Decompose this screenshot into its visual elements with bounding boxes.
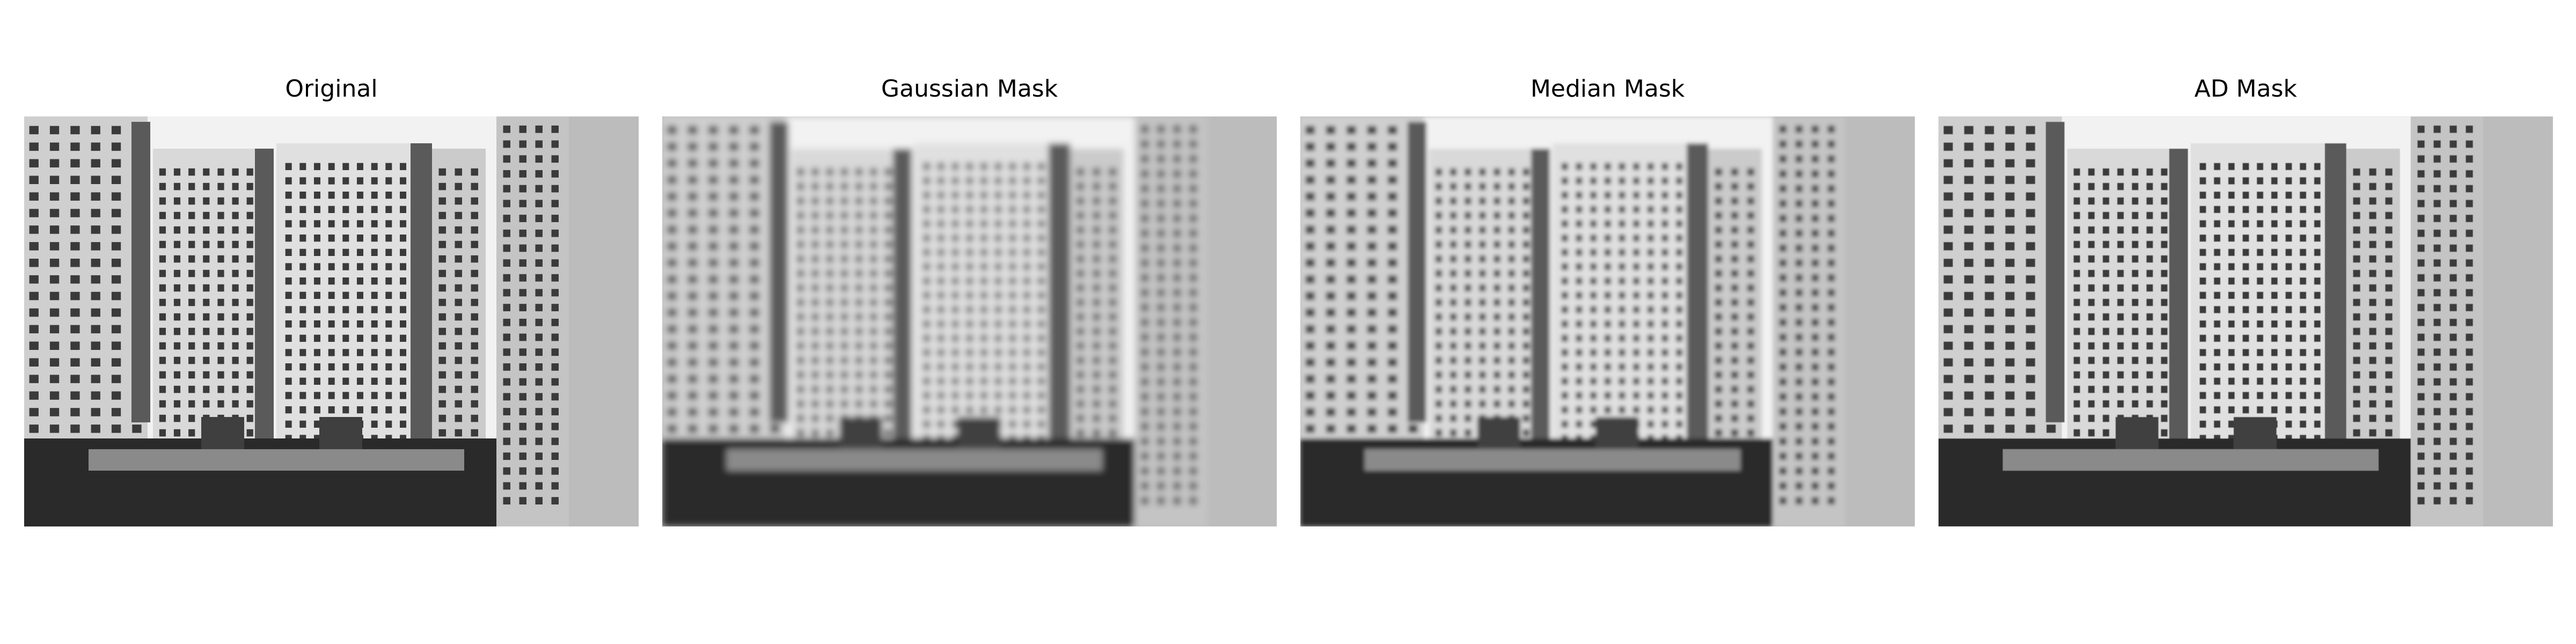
image-gaussian-mask: [662, 116, 1277, 526]
panel-title-gaussian: Gaussian Mask: [881, 75, 1058, 103]
image-ad-mask: [1938, 116, 2553, 526]
panel-title-original: Original: [285, 75, 378, 103]
image-median-mask: [1300, 116, 1915, 526]
image-original: [24, 116, 639, 526]
panel-title-ad: AD Mask: [2194, 75, 2297, 103]
panel-title-median: Median Mask: [1530, 75, 1685, 103]
